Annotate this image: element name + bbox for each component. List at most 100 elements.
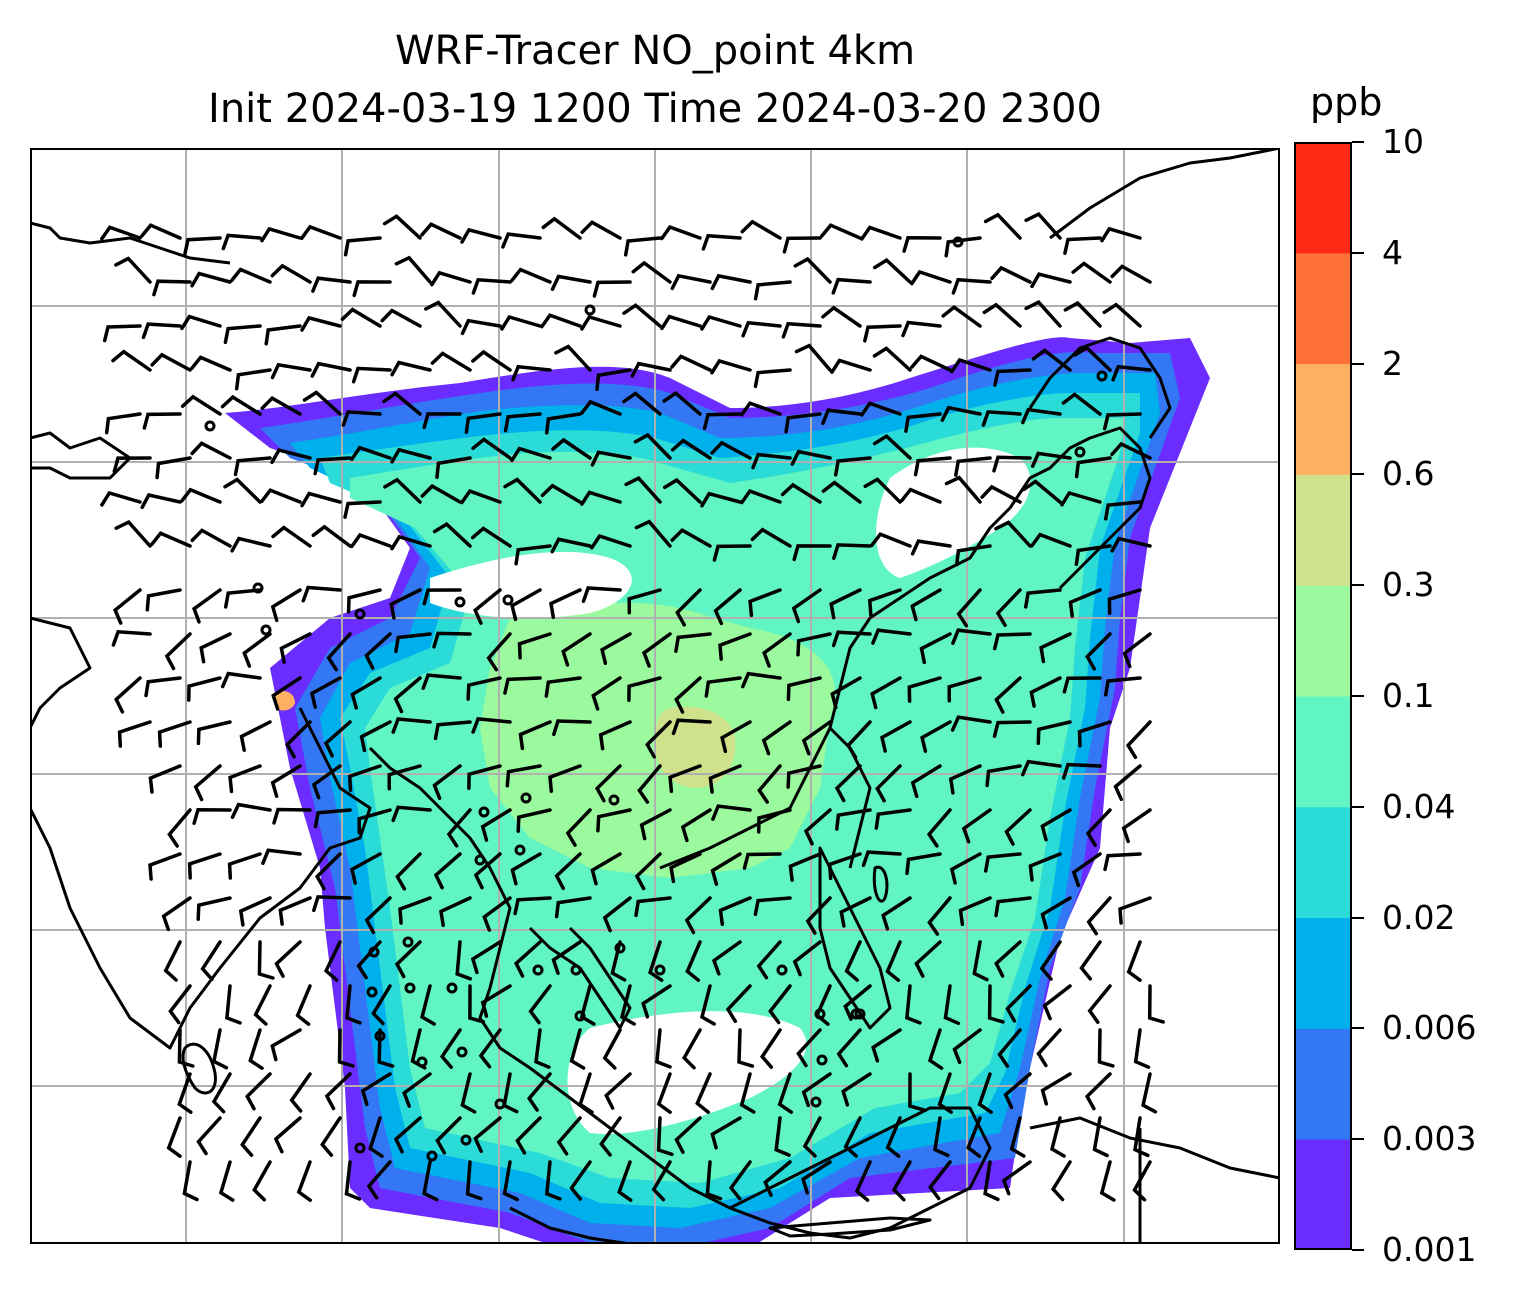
wind-barb [972, 940, 989, 982]
wind-barb [271, 676, 302, 711]
coastline-sri-lanka [181, 1042, 217, 1095]
wind-barb [433, 720, 472, 741]
colorbar-segment [1294, 806, 1352, 919]
wind-barb [590, 534, 632, 550]
wind-barb [264, 324, 302, 346]
wind-barb [854, 1160, 872, 1202]
wind-barb [713, 588, 742, 626]
wind-barb [598, 720, 632, 751]
wind-barb [1133, 1116, 1150, 1158]
wind-barb [343, 500, 382, 519]
wind-barb [486, 632, 512, 672]
wind-barb [656, 1072, 672, 1114]
wind-barb [994, 676, 1022, 714]
wind-barb [860, 225, 902, 241]
colorbar-segment [1294, 474, 1352, 586]
wind-barb [904, 412, 942, 433]
wind-barb [943, 984, 961, 1026]
wind-barb [863, 324, 902, 343]
wind-barb [920, 720, 952, 753]
wind-barb [782, 236, 822, 254]
calm-wind-circle [614, 942, 626, 954]
wind-barb [1103, 676, 1142, 697]
wind-barb [700, 491, 742, 508]
wind-barb [1063, 236, 1102, 255]
colorbar-segment [1294, 252, 1352, 365]
colorbar-tick-label: 0.003 [1382, 1119, 1477, 1159]
wind-barb [540, 313, 582, 329]
wind-barb [478, 1028, 502, 1069]
calm-wind-circle [374, 1030, 386, 1042]
wind-barb [230, 536, 272, 553]
wind-barb [902, 235, 942, 253]
wind-barb [648, 940, 664, 982]
wind-barb [1049, 1116, 1066, 1158]
wind-barb [700, 314, 742, 331]
wind-barb [313, 456, 352, 476]
wind-barb [760, 1028, 782, 1069]
wind-barb [315, 852, 342, 891]
wind-barb [295, 984, 312, 1026]
wind-barb [874, 808, 912, 830]
calm-wind-circle [474, 854, 486, 866]
wind-barb [1084, 1072, 1112, 1111]
wind-barb [705, 1160, 723, 1201]
wind-barb [273, 1116, 302, 1154]
wind-barb [347, 764, 382, 792]
wind-barb [602, 896, 632, 933]
wind-barb [565, 808, 592, 847]
wind-barb [424, 300, 462, 328]
wind-barb [834, 764, 862, 803]
wind-barb [794, 343, 832, 372]
wind-barb [183, 236, 222, 256]
wind-barb [190, 355, 232, 372]
wind-barb [675, 588, 702, 627]
wind-barb [168, 984, 192, 1025]
wind-barb [728, 1160, 752, 1201]
wind-barb [1024, 300, 1062, 328]
wind-barb [994, 520, 1032, 548]
wind-barb [516, 808, 552, 833]
wind-barb [1005, 984, 1032, 1023]
calm-wind-circle [1074, 446, 1086, 458]
wind-barb [753, 896, 792, 917]
wind-barb [634, 896, 672, 918]
wind-barb [710, 358, 752, 375]
wind-barb [1121, 808, 1152, 844]
calm-wind-circle [1096, 370, 1108, 382]
wind-barb [230, 802, 272, 820]
wind-barb [674, 676, 702, 714]
wind-barb [914, 940, 942, 978]
wind-barb [1111, 364, 1152, 382]
wind-barb [391, 717, 432, 734]
wind-barb [435, 1116, 462, 1155]
wind-barb [617, 1160, 633, 1202]
wind-barb [1132, 1160, 1152, 1202]
wind-barb [112, 588, 142, 625]
calm-wind-circle [354, 608, 366, 620]
wind-barb [177, 1028, 195, 1068]
wind-barb [656, 1116, 674, 1157]
wind-barb [349, 852, 382, 885]
wind-barb [951, 628, 992, 645]
wind-barb [801, 1072, 832, 1108]
wind-barb [395, 852, 422, 891]
wind-barb [432, 764, 462, 801]
coastline-new-guinea [1029, 1116, 1280, 1244]
wind-barb [860, 401, 902, 417]
wind-barb [278, 896, 312, 926]
wind-barb [301, 585, 342, 603]
wind-barb [913, 456, 952, 477]
wind-barb [670, 528, 712, 548]
wind-barb [1125, 720, 1152, 760]
wind-barb [1003, 1072, 1032, 1110]
wind-barb [1028, 852, 1062, 882]
wind-barb [364, 632, 392, 670]
wind-barb [382, 391, 422, 416]
wind-barb [225, 984, 242, 1025]
wind-barb [602, 1028, 622, 1070]
wind-barb [548, 764, 582, 793]
wind-barb [180, 394, 222, 416]
wind-barb [827, 852, 862, 881]
wind-barb [460, 227, 502, 244]
